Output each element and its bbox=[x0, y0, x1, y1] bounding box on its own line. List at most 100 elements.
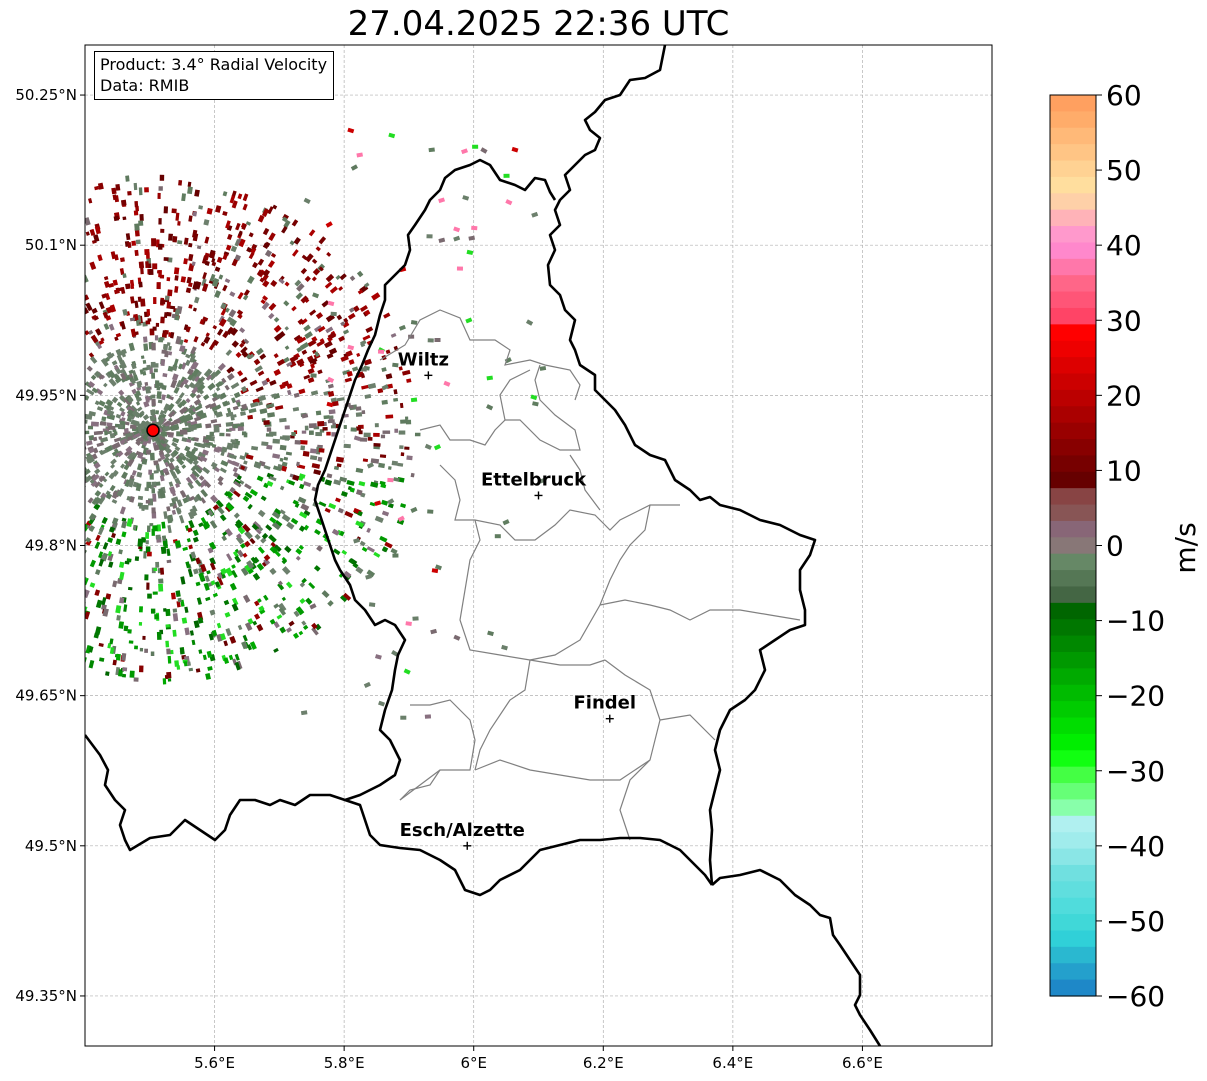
radar-echo-pixel bbox=[174, 660, 180, 667]
radar-echo-pixel bbox=[151, 528, 155, 536]
radar-echo-pixel bbox=[126, 408, 136, 417]
lat-tick-label: 49.8°N bbox=[25, 537, 77, 555]
radar-echo-pixel bbox=[381, 384, 389, 391]
radar-echo-pixel bbox=[318, 448, 325, 453]
radar-echo-pixel bbox=[165, 608, 171, 617]
radar-echo-pixel bbox=[247, 414, 254, 420]
radar-echo-pixel bbox=[219, 392, 227, 399]
radar-echo-pixel bbox=[176, 508, 182, 514]
colorbar-segment bbox=[1050, 799, 1096, 817]
radar-echo-pixel bbox=[179, 406, 188, 415]
radar-echo-pixel bbox=[172, 236, 178, 243]
radar-echo-pixel bbox=[324, 479, 333, 486]
radar-echo-pixel bbox=[252, 572, 261, 581]
radar-echo-pixel bbox=[232, 466, 239, 473]
radar-echo-pixel bbox=[381, 499, 389, 506]
radar-echo-pixel bbox=[221, 446, 228, 453]
radar-echo-pixel bbox=[181, 464, 187, 469]
radar-echo-pixel bbox=[107, 537, 114, 543]
radar-echo-pixel bbox=[330, 425, 336, 429]
radar-echo-pixel bbox=[355, 412, 363, 417]
radar-echo-pixel bbox=[321, 590, 330, 599]
canton-boundaries bbox=[379, 309, 801, 841]
radar-echo-pixel bbox=[231, 569, 238, 579]
radar-echo-pixel bbox=[136, 397, 143, 403]
radar-echo-pixel bbox=[111, 441, 121, 450]
radar-echo-pixel bbox=[90, 480, 98, 488]
radar-echo-pixel bbox=[340, 355, 349, 362]
radar-echo-pixel bbox=[217, 480, 224, 486]
radar-echo-pixel bbox=[271, 547, 278, 554]
radar-echo-pixel bbox=[159, 438, 166, 445]
radar-echo-pixel bbox=[113, 437, 122, 443]
radar-echo-pixel bbox=[281, 566, 291, 575]
radar-echo-pixel bbox=[301, 413, 309, 419]
radar-echo-pixel bbox=[204, 575, 210, 583]
radar-echo-pixel bbox=[381, 399, 388, 405]
radar-echo-pixel bbox=[192, 446, 199, 452]
radar-echo-pixel bbox=[131, 388, 138, 395]
radar-echo-pixel bbox=[267, 412, 275, 418]
radar-echo-pixel bbox=[237, 193, 243, 200]
radar-echo-pixel bbox=[269, 516, 277, 524]
radar-echo-pixel bbox=[146, 525, 151, 532]
radar-echo-pixel bbox=[196, 409, 205, 417]
radar-echo-pixel bbox=[181, 193, 186, 202]
radar-echo-pixel bbox=[189, 354, 196, 363]
colorbar-tick-label: −50 bbox=[1106, 905, 1165, 938]
radar-echo-pixel bbox=[185, 494, 192, 502]
radar-echo-pixel bbox=[308, 229, 316, 237]
radar-echo-pixel bbox=[137, 495, 144, 501]
radar-echo-pixel bbox=[299, 511, 308, 519]
radar-echo-pixel bbox=[153, 444, 160, 451]
radar-echo-pixel bbox=[229, 582, 237, 591]
radar-echo-pixel bbox=[195, 581, 201, 587]
radar-echo-pixel bbox=[162, 467, 169, 473]
radar-echo-pixel bbox=[339, 476, 348, 483]
radar-echo-pixel bbox=[315, 246, 321, 252]
radar-echo-pixel bbox=[214, 581, 221, 588]
radar-echo-pixel bbox=[158, 243, 163, 250]
radar-echo-pixel bbox=[374, 500, 382, 506]
radar-echo-pixel bbox=[159, 475, 165, 482]
colorbar-segment bbox=[1050, 881, 1096, 899]
radar-echo-pixel bbox=[385, 373, 393, 380]
radar-echo-pixel bbox=[168, 395, 174, 401]
radar-echo-pixel bbox=[112, 490, 118, 496]
radar-echo-pixel bbox=[109, 647, 115, 655]
radar-echo-pixel bbox=[191, 368, 200, 377]
radar-echo-pixel bbox=[127, 629, 132, 634]
radar-echo-pixel bbox=[277, 580, 283, 586]
map-area[interactable]: Wiltz Ettelbruck Findel Esch/Alzette bbox=[77, 45, 882, 1046]
radar-echo-pixel bbox=[342, 321, 350, 328]
radar-echo-pixel bbox=[224, 278, 231, 284]
radar-site-marker[interactable] bbox=[146, 423, 160, 438]
radar-echo-pixel bbox=[208, 371, 218, 381]
radar-echo-pixel bbox=[119, 257, 125, 263]
radar-echo-pixel bbox=[176, 457, 185, 466]
radar-echo-pixel bbox=[539, 365, 547, 371]
radar-echo-pixel bbox=[239, 479, 245, 485]
radar-echo-pixel bbox=[363, 681, 371, 689]
radar-echo-pixel bbox=[169, 502, 175, 507]
radar-echo-pixel bbox=[245, 454, 254, 460]
radar-echo-pixel bbox=[373, 443, 381, 447]
radar-echo-pixel bbox=[192, 211, 198, 217]
radar-echo-pixel bbox=[434, 564, 443, 571]
radar-echo-pixel bbox=[404, 446, 410, 450]
radar-echo-pixel bbox=[532, 401, 539, 407]
radar-echo-pixel bbox=[173, 267, 180, 275]
radar-echo-pixel bbox=[258, 605, 265, 612]
radar-echo-pixel bbox=[207, 382, 216, 391]
radar-echo-pixel bbox=[300, 503, 310, 512]
radar-echo-pixel bbox=[365, 574, 372, 580]
radar-echo-pixel bbox=[142, 336, 148, 343]
radar-echo-pixel bbox=[103, 280, 111, 288]
radar-echo-pixel bbox=[97, 254, 103, 262]
radar-echo-pixel bbox=[243, 289, 250, 297]
radar-echo-pixel bbox=[398, 366, 403, 371]
radar-site-dot[interactable] bbox=[146, 423, 160, 438]
radar-echo-pixel bbox=[355, 406, 362, 411]
radar-echo-pixel bbox=[300, 445, 306, 451]
radar-echo-pixel bbox=[191, 453, 199, 461]
